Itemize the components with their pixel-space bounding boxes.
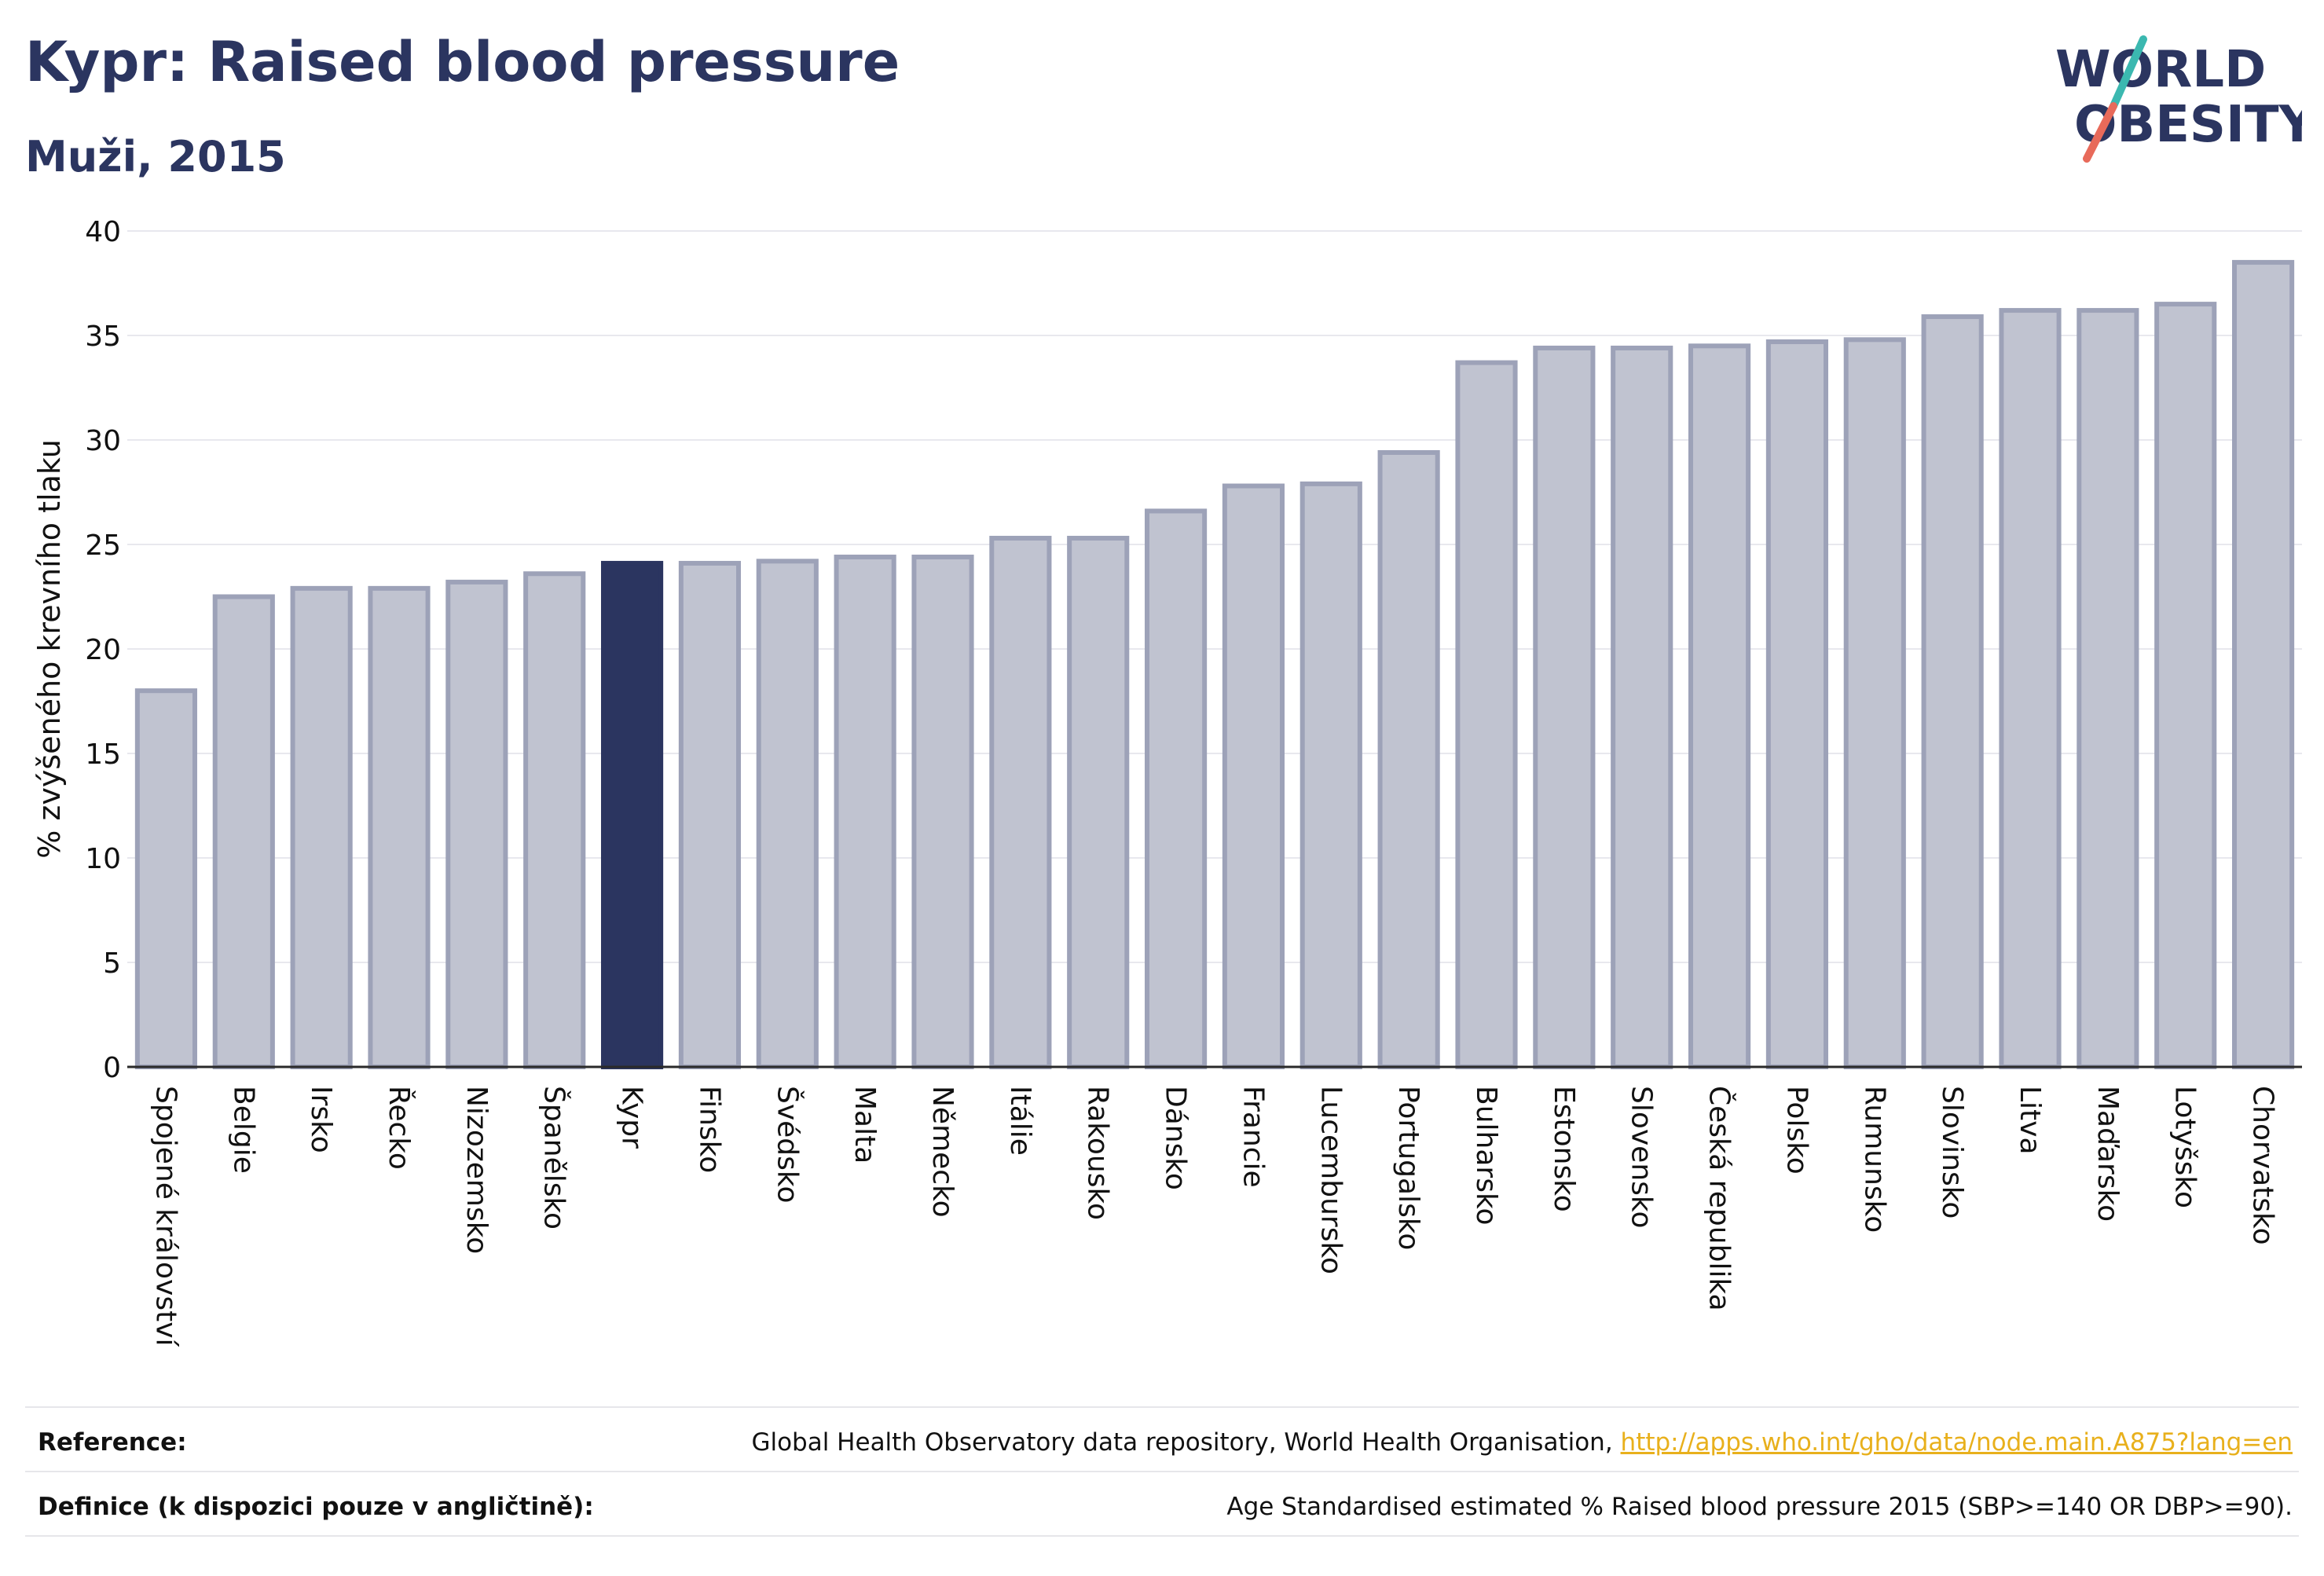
x-tick-label: Kypr: [616, 1086, 648, 1149]
x-tick-label: Maďarsko: [2091, 1086, 2124, 1222]
reference-value: Global Health Observatory data repositor…: [751, 1428, 2293, 1457]
x-tick-label: Rumunsko: [1858, 1086, 1890, 1233]
reference-link[interactable]: http://apps.who.int/gho/data/node.main.A…: [1620, 1428, 2293, 1457]
footer-divider-bottom: [25, 1535, 2299, 1537]
bar: [1533, 345, 1596, 1069]
bar: [134, 688, 198, 1069]
bar: [1067, 536, 1130, 1069]
bar: [1611, 345, 1673, 1069]
bar: [1921, 314, 1984, 1069]
y-tick-label: 20: [85, 634, 121, 666]
bar: [212, 594, 275, 1069]
y-tick-label: 15: [85, 739, 121, 771]
x-tick-label: Belgie: [227, 1086, 259, 1174]
x-tick-label: Španělsko: [538, 1086, 571, 1230]
bar: [2154, 302, 2217, 1070]
x-tick-label: Rakousko: [1082, 1086, 1114, 1220]
x-tick-label: Dánsko: [1160, 1086, 1192, 1190]
bar-chart: 0 5 10 15 20 25 30 35 40 % zvýšeného krevního tla…: [32, 216, 2302, 1347]
x-tick-label: Estonsko: [1548, 1086, 1580, 1212]
bar: [368, 585, 431, 1069]
logo-word-world: WORLD: [2055, 41, 2266, 99]
x-tick-label: Irsko: [305, 1086, 337, 1153]
x-tick-label: Lucembursko: [1314, 1086, 1347, 1274]
x-tick-label: Německo: [926, 1086, 959, 1218]
x-tick-label: Nizozemsko: [460, 1086, 493, 1254]
bar: [1377, 449, 1440, 1069]
y-tick-label: 0: [103, 1052, 121, 1084]
bar: [1765, 339, 1829, 1070]
bar: [445, 579, 508, 1069]
bar: [1843, 337, 1906, 1069]
x-tick-label: Chorvatsko: [2247, 1086, 2279, 1245]
bar: [1144, 508, 1208, 1069]
x-tick-label: Itálie: [1004, 1086, 1036, 1156]
y-tick-label: 10: [85, 843, 121, 875]
y-tick-label: 25: [85, 530, 121, 562]
footer-divider-top: [25, 1406, 2299, 1408]
bar: [756, 559, 819, 1069]
logo-slash-coral: [2083, 102, 2117, 163]
bar: [1999, 308, 2062, 1069]
x-tick-label: Litva: [2014, 1086, 2046, 1155]
reference-label: Reference:: [38, 1428, 187, 1457]
x-tick-label: Francie: [1237, 1086, 1269, 1188]
chart-subtitle: Muži, 2015: [25, 132, 286, 181]
x-tick-label: Lotyšsko: [2169, 1086, 2201, 1208]
bar: [2231, 259, 2295, 1069]
bar: [911, 554, 974, 1069]
reference-text: Global Health Observatory data repositor…: [751, 1428, 1621, 1457]
x-tick-label: Polsko: [1780, 1086, 1813, 1175]
y-tick-label: 5: [103, 947, 121, 980]
x-tick-label: Spojené království: [149, 1086, 181, 1347]
bar: [1222, 483, 1285, 1069]
x-tick-label: Řecko: [383, 1086, 416, 1170]
bar: [989, 536, 1052, 1069]
x-tick-label: Česká republika: [1703, 1086, 1736, 1311]
definition-label: Definice (k dispozici pouze v angličtině…: [38, 1493, 594, 1521]
y-tick-label: 30: [85, 425, 121, 457]
bar: [523, 571, 586, 1069]
x-tick-label: Finsko: [693, 1086, 725, 1173]
x-tick-label: Slovensko: [1626, 1086, 1658, 1229]
chart-title: Kypr: Raised blood pressure: [25, 30, 900, 94]
y-tick-label: 40: [85, 216, 121, 248]
bar: [2077, 308, 2139, 1069]
y-axis-label: % zvýšeného krevního tlaku: [32, 439, 67, 859]
logo-slash-teal: [2110, 35, 2147, 110]
bar: [290, 585, 353, 1069]
bar: [1455, 360, 1518, 1069]
bar: [1688, 343, 1751, 1069]
bar: [678, 560, 742, 1069]
footer-divider-middle: [25, 1471, 2299, 1472]
bar-highlighted: [600, 560, 664, 1069]
bar: [1299, 481, 1362, 1069]
x-tick-label: Švédsko: [771, 1086, 804, 1204]
x-tick-label: Malta: [849, 1086, 881, 1164]
world-obesity-logo: WORLD OBESITY: [2055, 35, 2302, 163]
x-tick-label: Bulharsko: [1470, 1086, 1502, 1226]
x-tick-label: Portugalsko: [1392, 1086, 1424, 1250]
bar: [834, 554, 896, 1069]
definition-text: Age Standardised estimated % Raised bloo…: [1226, 1493, 2293, 1521]
x-tick-label: Slovinsko: [1936, 1086, 1968, 1219]
y-tick-label: 35: [85, 321, 121, 353]
